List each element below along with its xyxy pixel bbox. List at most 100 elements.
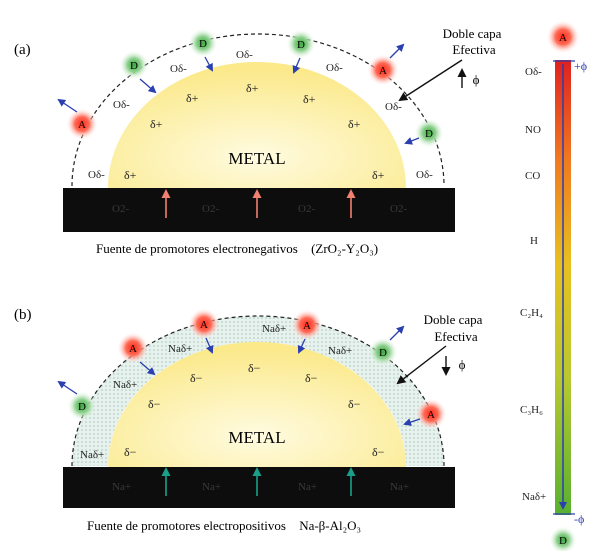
surface-ion: Naδ+ [113,379,137,391]
metal-charge: δ− [148,397,161,411]
panel-a-label: (a) [14,42,31,58]
scale-species: Oδ- NO CO H C₂H₄ C₃H₆ Naδ+ [520,66,546,503]
metal-charge: δ+ [186,91,199,105]
surface-ion: Oδ- [88,169,105,181]
panel-a: (a) METAL δ+ δ+ δ+ δ+ δ+ δ+ δ+ Oδ- Oδ- O… [14,26,502,256]
scale-plus-phi: +ϕ [574,59,587,73]
panel-b-caption-text: Fuente de promotores electropositivos [87,518,286,533]
support-ion: Na+ [298,481,317,493]
donor-label: D [425,128,433,140]
panel-a-support-ions: O2- O2- O2- O2- [112,203,407,215]
surface-ion: Oδ- [326,62,343,74]
panel-b-double-layer-title: Doble capa [424,312,483,327]
panel-b: (b) METAL δ− δ− δ− δ− δ− δ− δ− Naδ+ Naδ+… [14,307,483,533]
adsorption-arrow [297,338,306,354]
scale-minus-phi: -ϕ [574,512,584,526]
adsorption-arrow [404,137,420,145]
panel-a-molecules: D D D D A A [66,28,444,148]
surface-ion: Oδ- [416,169,433,181]
scale-bottom-badge: D [549,526,577,551]
acceptor-molecule: A [415,398,447,430]
donor-label: D [379,347,387,359]
panel-b-metal [108,342,406,467]
metal-charge: δ+ [372,168,385,182]
acceptor-label: A [200,319,208,331]
donor-molecule: D [286,29,316,59]
metal-charge: δ− [190,371,203,385]
metal-charge: δ− [348,397,361,411]
surface-ion: Naδ+ [80,449,104,461]
donor-molecule: D [119,50,149,80]
work-function-scale: A +ϕ -ϕ D Oδ- NO CO H C₂H₄ C₃H₆ Naδ+ [520,20,587,551]
acceptor-label: A [379,65,387,77]
desorption-arrow [57,98,78,113]
panel-b-molecule-arrows [57,325,421,426]
panel-b-double-layer-region [72,316,444,466]
panel-b-molecules: A A A A D D [67,308,447,430]
panel-b-support-arrows [161,467,356,496]
metal-charge: δ+ [150,117,163,131]
panel-a-caption: Fuente de promotores electronegativos (Z… [96,241,378,256]
scale-species-label: CO [525,170,540,182]
scale-bottom-badge-label: D [559,535,567,547]
donor-label: D [297,39,305,51]
support-ion: Na+ [202,481,221,493]
panel-b-metal-charges: δ− δ− δ− δ− δ− δ− δ− [124,361,385,459]
surface-ion: Naδ+ [168,343,192,355]
desorption-arrow [389,325,405,341]
panel-b-metal-label: METAL [228,428,285,447]
metal-charge: δ− [372,445,385,459]
surface-ion: Oδ- [113,99,130,111]
scale-species-label: Naδ+ [522,491,546,503]
donor-molecule: D [67,391,97,421]
support-ion: O2- [390,203,407,215]
adsorption-arrow [403,418,421,426]
surface-ion: Naδ+ [262,323,286,335]
surface-ion: Oδ- [170,63,187,75]
support-ion: O2- [112,203,129,215]
surface-ion: Oδ- [385,101,402,113]
panel-a-caption-formula: (ZrO₂-Y₂O₃) [311,241,378,256]
donor-molecule: D [414,118,444,148]
acceptor-molecule: A [117,332,149,364]
acceptor-molecule: A [66,108,98,140]
panel-a-metal-label: METAL [228,149,285,168]
support-ion: Na+ [390,481,409,493]
desorption-arrow [389,43,405,59]
panel-b-caption-formula: Na-β-Al₂O₃ [299,518,361,533]
panel-a-metal [108,62,406,188]
scale-species-label: C₂H₄ [520,307,543,319]
panel-b-pointer-arrow [396,345,447,385]
scale-species-label: C₃H₆ [520,404,543,416]
panel-b-phi-label: ϕ [459,357,466,372]
panel-a-double-layer [71,33,445,187]
acceptor-label: A [78,119,86,131]
panel-a-double-layer-title: Doble capa [443,26,502,41]
panel-a-molecule-arrows [57,43,420,145]
scale-top-badge-label: A [559,32,567,44]
acceptor-label: A [303,320,311,332]
metal-charge: δ− [124,445,137,459]
donor-label: D [78,401,86,413]
panel-a-double-layer-subtitle: Efectiva [452,42,496,57]
metal-charge: δ+ [303,92,316,106]
support-ion: O2- [298,203,315,215]
adsorption-arrow [139,78,157,94]
surface-ion: Oδ- [236,49,253,61]
adsorption-arrow [292,57,301,74]
acceptor-label: A [427,409,435,421]
acceptor-molecule: A [367,54,399,86]
acceptor-molecule: A [291,309,323,341]
panel-b-double-layer-subtitle: Efectiva [434,329,478,344]
panel-b-support-ions: Na+ Na+ Na+ Na+ [112,481,409,493]
panel-b-surface-ions: Naδ+ Naδ+ Naδ+ Naδ+ Naδ+ [80,323,352,461]
scale-species-label: Oδ- [525,66,542,78]
scale-species-label: H [530,235,538,247]
panel-a-phi-label: ϕ [473,72,480,87]
panel-b-caption: Fuente de promotores electropositivos Na… [87,518,361,533]
acceptor-label: A [129,343,137,355]
adsorption-arrow [139,361,156,376]
panel-b-label: (b) [14,307,32,323]
panel-a-support-arrows [161,189,356,218]
